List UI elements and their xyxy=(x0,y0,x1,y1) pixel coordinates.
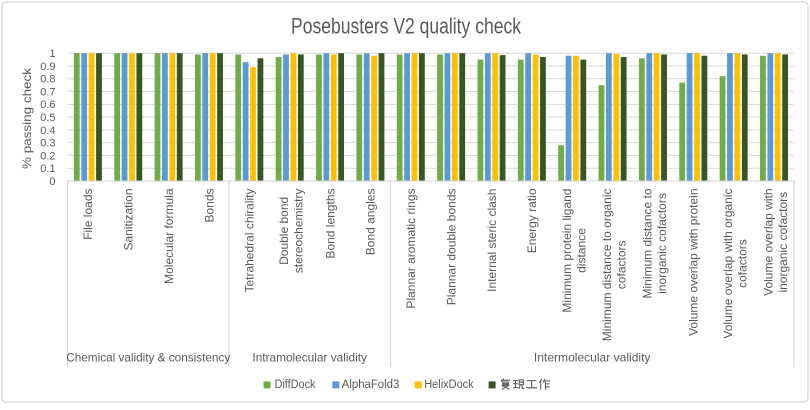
svg-text:Minimum distance to organic: Minimum distance to organic xyxy=(600,188,614,341)
svg-text:cofactors: cofactors xyxy=(615,241,629,290)
svg-text:Double bond: Double bond xyxy=(277,197,291,265)
svg-text:inorganic cofactors: inorganic cofactors xyxy=(776,192,790,293)
svg-text:% passing check: % passing check xyxy=(20,67,34,169)
svg-text:Energy ratio: Energy ratio xyxy=(525,188,539,253)
svg-text:Intermolecular validity: Intermolecular validity xyxy=(534,350,651,364)
svg-text:Volume overlap with organic: Volume overlap with organic xyxy=(721,189,735,339)
svg-text:0.2: 0.2 xyxy=(40,150,55,162)
svg-text:0.1: 0.1 xyxy=(40,163,55,175)
svg-text:0: 0 xyxy=(49,176,55,188)
svg-text:Minimum protein ligand: Minimum protein ligand xyxy=(560,189,574,313)
svg-text:Plannar aromatic rings: Plannar aromatic rings xyxy=(404,189,418,309)
svg-text:Tetrahedral chirality: Tetrahedral chirality xyxy=(243,189,257,293)
svg-text:AlphaFold3: AlphaFold3 xyxy=(342,379,400,391)
svg-text:Molecular formula: Molecular formula xyxy=(162,188,176,284)
svg-text:HelixDock: HelixDock xyxy=(424,379,474,391)
svg-text:Sanitization: Sanitization xyxy=(122,189,136,251)
svg-text:inorganic cofactors: inorganic cofactors xyxy=(655,193,669,294)
svg-text:File loads: File loads xyxy=(81,189,95,240)
svg-text:0.9: 0.9 xyxy=(40,61,55,73)
svg-text:cofactors: cofactors xyxy=(736,239,750,288)
svg-text:0.3: 0.3 xyxy=(40,138,55,150)
svg-text:0.6: 0.6 xyxy=(40,99,55,111)
svg-text:0.7: 0.7 xyxy=(40,86,55,98)
svg-text:Posebusters V2 quality check: Posebusters V2 quality check xyxy=(291,13,522,38)
svg-text:Chemical validity & consistenc: Chemical validity & consistency xyxy=(66,350,230,364)
svg-text:Plannar double bonds: Plannar double bonds xyxy=(444,189,458,306)
svg-text:Volume overlap with: Volume overlap with xyxy=(762,189,776,296)
svg-text:Volume overlap with protein: Volume overlap with protein xyxy=(687,189,701,336)
svg-text:Internal steric clash: Internal steric clash xyxy=(485,189,499,292)
svg-text:stereochemistry: stereochemistry xyxy=(292,188,306,273)
svg-text:Bonds: Bonds xyxy=(202,189,216,223)
svg-text:Bond angles: Bond angles xyxy=(364,189,378,256)
svg-text:DiffDock: DiffDock xyxy=(275,379,316,391)
svg-text:0.5: 0.5 xyxy=(40,112,55,124)
svg-text:Bond lengths: Bond lengths xyxy=(323,189,337,259)
svg-text:Minimum distance to: Minimum distance to xyxy=(640,188,654,298)
svg-text:1: 1 xyxy=(49,48,55,60)
svg-text:distance: distance xyxy=(574,228,588,273)
svg-text:0.4: 0.4 xyxy=(40,125,55,137)
svg-text:0.8: 0.8 xyxy=(40,74,55,86)
svg-text:Intramolecular validity: Intramolecular validity xyxy=(252,350,367,364)
